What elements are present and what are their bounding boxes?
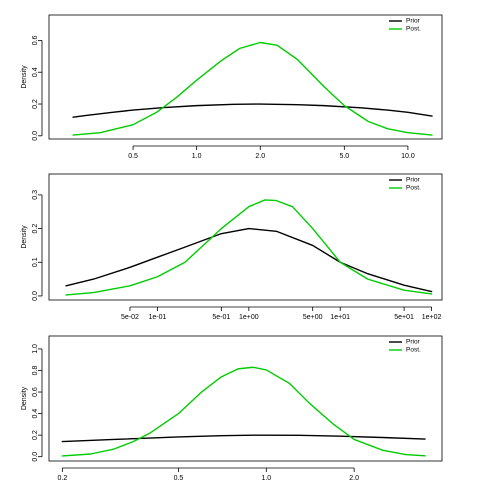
y-tick-label: 0.1 xyxy=(32,257,39,267)
x-tick-label: 0.5 xyxy=(174,475,184,480)
y-tick-label: 0.2 xyxy=(32,430,39,440)
series-line-post xyxy=(72,41,433,136)
legend-label: Prior xyxy=(406,339,421,346)
plot-frame xyxy=(48,14,443,140)
series-line-prior xyxy=(65,227,433,293)
x-tick-label: 1e+01 xyxy=(330,314,350,321)
panel-1: 0.0 0.2 0.4 0.6 Density 0.5 1.0 2.0 5.0 10.0 Prior… xyxy=(21,14,443,160)
x-tick-label: 5.0 xyxy=(339,153,349,160)
plot-frame xyxy=(48,173,443,301)
x-tick-label: 1.0 xyxy=(261,475,271,480)
x-tick-label: 2.0 xyxy=(349,475,359,480)
x-tick-label: 5e-01 xyxy=(212,314,230,321)
x-tick-label: 0.2 xyxy=(57,475,67,480)
y-tick-label: 0.0 xyxy=(32,452,39,462)
y-axis-title: Density xyxy=(21,386,28,410)
x-tick-label: 5e-02 xyxy=(121,314,139,321)
y-tick-label: 0.0 xyxy=(32,291,39,301)
y-tick-label: 0.2 xyxy=(32,99,39,109)
x-tick-label: 5e+00 xyxy=(303,314,323,321)
y-tick-label: 0.6 xyxy=(32,35,39,45)
y-tick-label: 0.4 xyxy=(32,409,39,419)
series-line-post xyxy=(65,199,433,296)
y-tick-label: 0.0 xyxy=(32,131,39,141)
plot-frame xyxy=(48,335,443,462)
x-tick-label: 1e+00 xyxy=(239,314,259,321)
series-line-prior xyxy=(72,103,433,118)
legend-label: Post. xyxy=(406,26,421,33)
y-axis-title: Density xyxy=(21,65,28,89)
legend-label: Prior xyxy=(406,18,421,25)
x-tick-label: 0.5 xyxy=(128,153,138,160)
series-line-post xyxy=(61,366,426,457)
y-tick-label: 0.2 xyxy=(32,224,39,234)
series-line-prior xyxy=(61,434,426,443)
legend-label: Prior xyxy=(406,177,421,184)
panel-3: 0.0 0.2 0.4 0.6 0.8 1.0 Density 0.2 0.5 1.0 2.0 Pri… xyxy=(21,335,443,480)
y-tick-label: 0.4 xyxy=(32,67,39,77)
x-tick-label: 2.0 xyxy=(255,153,265,160)
x-tick-label: 1e-01 xyxy=(149,314,167,321)
panel-2: 0.0 0.1 0.2 0.3 Density 5e-02 1e-01 5e-01 1e+00 5… xyxy=(21,173,443,321)
legend-label: Post. xyxy=(406,185,421,192)
x-tick-label: 1.0 xyxy=(192,153,202,160)
y-tick-label: 0.6 xyxy=(32,387,39,397)
y-tick-label: 1.0 xyxy=(32,344,39,354)
y-axis-title: Density xyxy=(21,225,28,249)
x-tick-label: 5e+01 xyxy=(394,314,414,321)
legend-label: Post. xyxy=(406,347,421,354)
y-tick-label: 0.3 xyxy=(32,190,39,200)
x-tick-label: 10.0 xyxy=(401,153,415,160)
y-tick-label: 0.8 xyxy=(32,366,39,376)
x-tick-label: 1e+02 xyxy=(422,314,442,321)
